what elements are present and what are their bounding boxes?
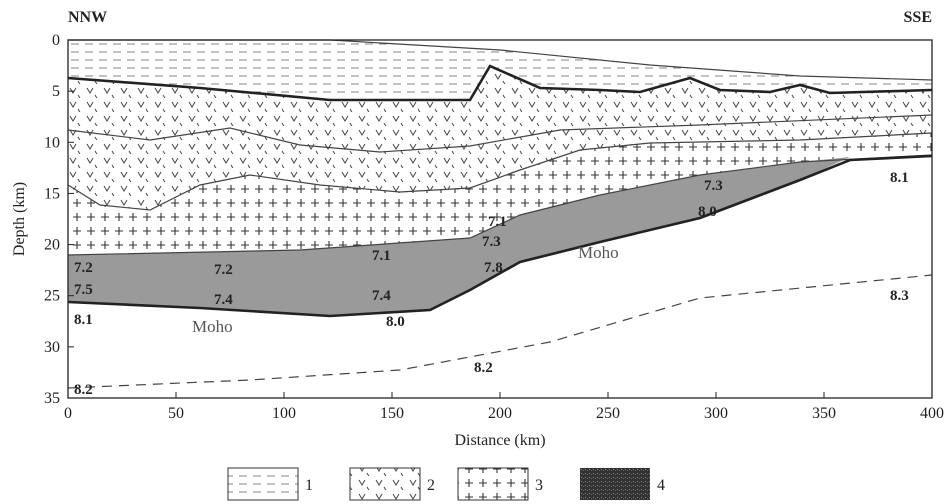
- ticks: 0 50 100 150 200 250 300 350 400 0 5 10 15 20 25 30 35: [44, 32, 944, 422]
- annotation: Moho: [578, 243, 619, 262]
- y-tick-label: 15: [44, 185, 60, 202]
- annotation: 8.0: [698, 204, 717, 220]
- x-tick-label: 350: [812, 405, 836, 422]
- x-tick-label: 250: [596, 405, 620, 422]
- annotation: 8.0: [386, 314, 405, 330]
- end-label: SSE: [904, 9, 932, 26]
- boundary: [67, 64, 933, 102]
- end-label: NNW: [68, 9, 107, 26]
- legend-label: 3: [535, 477, 543, 494]
- annotation: 7.4: [372, 288, 391, 304]
- annotation: 7.3: [482, 234, 501, 250]
- legend: 1 2 3 4: [227, 467, 665, 501]
- annotation: 7.8: [484, 260, 503, 276]
- x-axis-label: Distance (km): [454, 432, 545, 449]
- layer-crust: [68, 133, 932, 255]
- layer-lower-crust: [68, 157, 850, 316]
- x-tick-label: 100: [272, 405, 296, 422]
- annotation: 8.3: [890, 288, 909, 304]
- legend-label: 4: [657, 477, 665, 494]
- boundary: [67, 114, 933, 153]
- annotation: 7.3: [704, 178, 723, 194]
- annotation: 8.1: [74, 312, 93, 328]
- x-tick-label: 300: [704, 405, 728, 422]
- x-tick-label: 150: [380, 405, 404, 422]
- x-tick-label: 200: [488, 405, 512, 422]
- x-tick-label: 50: [168, 405, 184, 422]
- layer-volcanic: [68, 66, 932, 210]
- legend-label: 1: [305, 477, 313, 494]
- annotation: 8.2: [74, 382, 93, 398]
- annotation: 7.4: [214, 292, 233, 308]
- annotation: Moho: [192, 317, 233, 336]
- y-tick-label: 25: [44, 288, 60, 305]
- y-tick-label: 20: [44, 237, 60, 254]
- legend-swatch: [227, 467, 299, 501]
- annotation: 7.2: [74, 260, 93, 276]
- x-tick-label: 0: [64, 405, 72, 422]
- annotations: 7.2 7.5 8.1 7.2 7.4 Moho 7.1 7.4 8.0 7.1 7.3 7.8 Moh…: [74, 170, 909, 398]
- legend-swatch: [457, 467, 529, 501]
- annotation: 7.5: [74, 282, 93, 298]
- annotation: 7.1: [488, 214, 507, 230]
- y-tick-label: 5: [52, 83, 60, 100]
- legend-swatch: [349, 467, 421, 501]
- annotation: 8.1: [890, 170, 909, 186]
- y-axis-label: Depth (km): [11, 182, 28, 256]
- y-tick-label: 0: [52, 32, 60, 49]
- y-tick-label: 35: [44, 390, 60, 407]
- boundary: [67, 132, 933, 211]
- boundary: [67, 154, 933, 256]
- legend-label: 2: [427, 477, 435, 494]
- annotation: 7.1: [372, 248, 391, 264]
- dashed-line: [67, 274, 933, 389]
- moho-line: [67, 154, 933, 318]
- x-tick-label: 400: [920, 405, 944, 422]
- annotation: 7.2: [214, 262, 233, 278]
- legend-swatch: [580, 468, 650, 500]
- annotation: 8.2: [474, 360, 493, 376]
- y-tick-label: 10: [44, 134, 60, 151]
- y-tick-label: 30: [44, 339, 60, 356]
